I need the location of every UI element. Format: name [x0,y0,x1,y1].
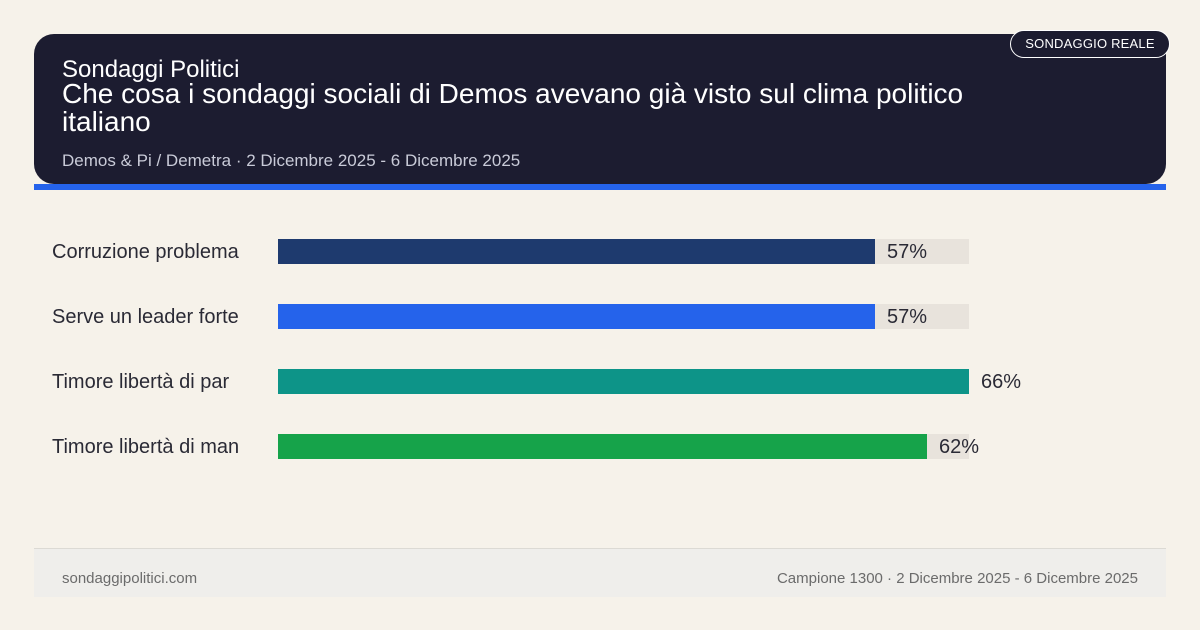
value-label: 57% [887,306,927,328]
value-label: 57% [887,241,927,263]
category-label: Timore libertà di man [52,436,239,458]
footer: sondaggipolitici.com Campione 1300 · 2 D… [34,548,1166,597]
category-label: Corruzione problema [52,241,240,263]
value-label: 62% [939,436,979,458]
chart-subtitle: Demos & Pi / Demetra · 2 Dicembre 2025 -… [62,151,521,170]
bar [278,239,875,264]
bar [278,369,969,394]
value-label: 66% [981,371,1021,393]
category-label: Timore libertà di par [52,371,229,393]
category-label: Serve un leader forte [52,306,239,328]
chart-title: Che cosa i sondaggi sociali di Demos ave… [62,78,964,137]
bar [278,434,927,459]
header-panel: Sondaggi Politici Che cosa i sondaggi so… [34,34,1166,184]
header-accent-bar [34,184,1166,190]
footer-note: Campione 1300 · 2 Dicembre 2025 - 6 Dice… [776,570,1138,587]
bar-chart: Corruzione problema 57% Serve un leader fo… [52,239,1021,459]
real-poll-badge: SONDAGGIO REALE [1010,30,1170,58]
brand-name: Sondaggi Politici [62,56,240,83]
bar [278,304,875,329]
footer-site: sondaggipolitici.com [62,570,198,587]
